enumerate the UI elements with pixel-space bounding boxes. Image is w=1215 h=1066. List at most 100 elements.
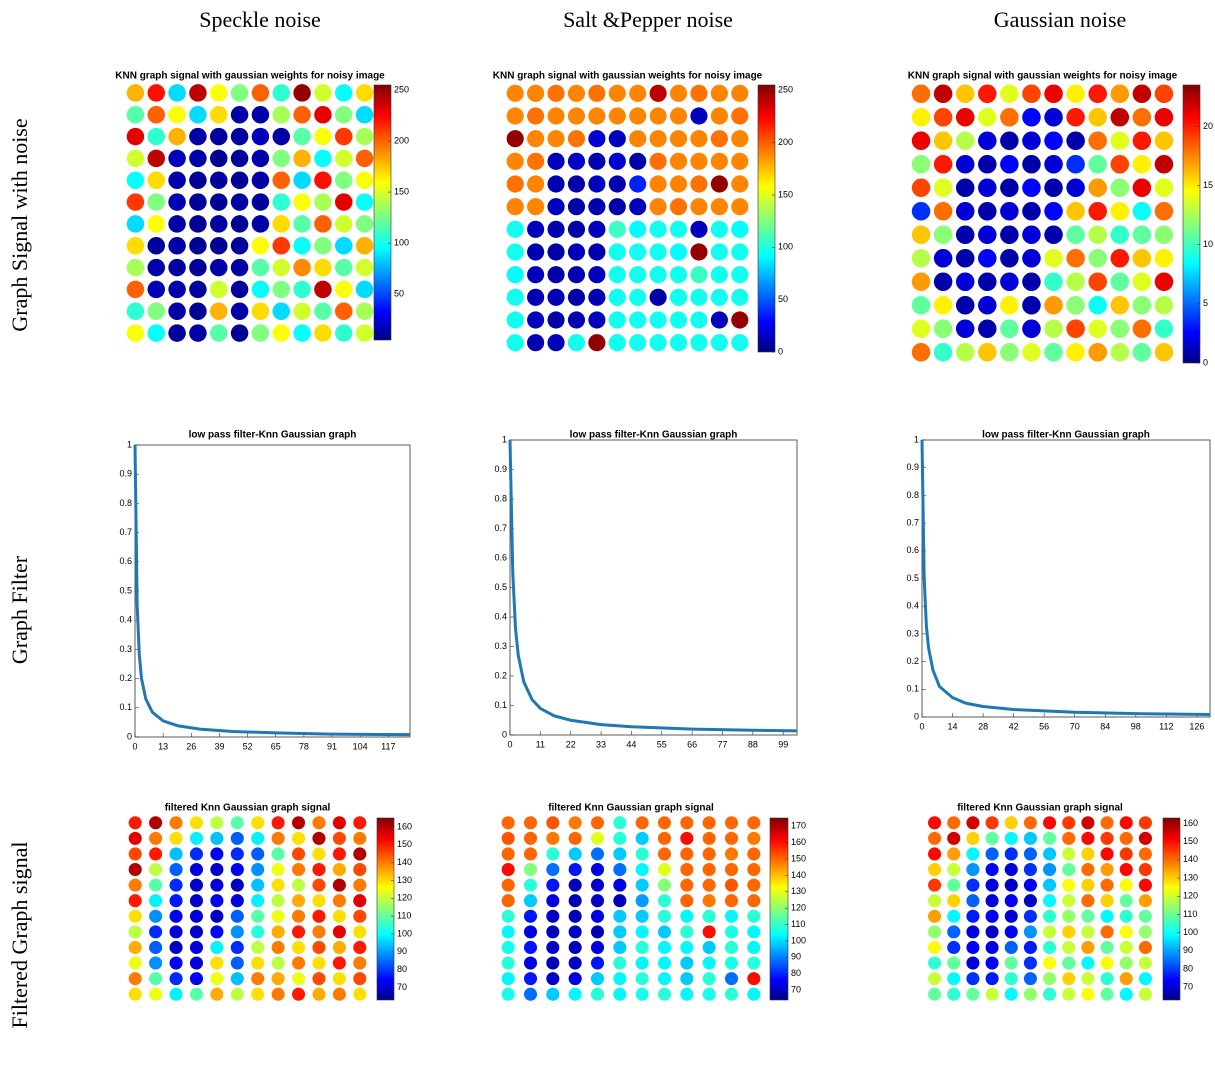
signal-dot: [731, 152, 749, 170]
signal-dot: [126, 84, 145, 102]
signal-dot: [590, 987, 605, 1001]
signal-dot: [978, 342, 997, 362]
signal-dot: [1081, 831, 1095, 845]
signal-dot: [669, 334, 688, 352]
signal-dot: [649, 130, 667, 148]
signal-dot: [1062, 940, 1076, 955]
signal-dot: [546, 862, 560, 877]
signal-dot: [1004, 862, 1018, 877]
signal-dot: [985, 862, 999, 877]
signal-dot: [312, 816, 326, 830]
signal-dot: [506, 152, 524, 170]
signal-dot: [1138, 831, 1152, 845]
signal-dot: [966, 987, 980, 1001]
signal-dot: [724, 925, 739, 939]
signal-dot: [189, 925, 204, 939]
signal-dot: [568, 909, 582, 923]
signal-dot: [1022, 319, 1041, 339]
signal-dot: [1023, 878, 1037, 892]
signal-dot: [168, 258, 186, 277]
signal-dot: [1100, 925, 1114, 939]
signal-dot: [168, 237, 186, 255]
signal-dot: [147, 106, 165, 124]
signal-dot: [293, 106, 311, 124]
colorbar-tick-label: 90: [791, 952, 801, 962]
signal-dot: [966, 862, 980, 877]
signal-dot: [147, 280, 165, 299]
signal-dot: [1110, 319, 1130, 339]
signal-dot: [1119, 831, 1133, 845]
signal-dot: [1066, 295, 1085, 315]
signal-dot: [629, 198, 647, 216]
signal-dot: [128, 956, 142, 970]
signal-dot: [147, 84, 165, 102]
signal-dot: [291, 987, 306, 1001]
signal-dot: [724, 972, 739, 986]
signal-dot: [1081, 894, 1095, 908]
signal-dot: [169, 925, 183, 939]
x-tick-label: 14: [948, 721, 958, 731]
signal-dot: [189, 987, 204, 1001]
signal-dot: [1110, 248, 1130, 268]
signal-dot: [911, 154, 931, 174]
signal-dot: [501, 956, 515, 970]
signal-dot: [1044, 178, 1063, 198]
signal-dot: [335, 280, 353, 299]
signal-dot: [210, 940, 224, 955]
colorbar-tick-label: 90: [1183, 945, 1193, 955]
signal-dot: [353, 972, 367, 986]
signal-dot: [147, 127, 165, 146]
signal-dot: [588, 107, 606, 125]
signal-dot: [731, 311, 749, 329]
colorbar-tick-label: 20: [1203, 121, 1213, 131]
signal-dot: [1043, 925, 1057, 939]
signal-dot: [702, 847, 716, 861]
signal-dot: [501, 878, 515, 892]
signal-dot: [629, 107, 647, 125]
signal-dot: [1062, 972, 1076, 986]
signal-dot: [608, 107, 626, 125]
signal-dot: [1119, 972, 1133, 986]
signal-dot: [293, 237, 311, 255]
colorbar-tick-label: 90: [397, 946, 407, 956]
signal-dot: [978, 201, 997, 221]
signal-dot: [1066, 272, 1085, 292]
signal-dot: [1043, 987, 1057, 1001]
signal-dot: [1062, 831, 1076, 845]
signal-dot: [527, 175, 545, 193]
signal-dot: [147, 149, 165, 168]
signal-dot: [690, 243, 708, 261]
plot-area: [509, 439, 798, 736]
signal-dot: [1000, 248, 1019, 268]
signal-dot: [546, 940, 560, 955]
signal-dot: [1119, 878, 1133, 892]
signal-dot: [747, 925, 761, 939]
signal-dot: [690, 288, 708, 306]
x-tick-label: 98: [1131, 721, 1141, 731]
signal-dot: [147, 215, 165, 233]
signal-dot: [335, 258, 353, 277]
signal-dot: [747, 894, 761, 908]
signal-dot: [527, 107, 545, 125]
signal-dot: [710, 84, 728, 102]
signal-dot: [731, 175, 749, 193]
signal-dot: [291, 925, 306, 939]
y-tick-label: 1: [502, 434, 507, 444]
signal-dot: [928, 940, 942, 955]
signal-dot: [690, 175, 708, 193]
signal-dot: [608, 220, 626, 238]
colorbar-tick-label: 200: [778, 137, 793, 147]
plot-area: [134, 444, 411, 738]
signal-dot: [1022, 295, 1041, 315]
signal-dot: [128, 816, 142, 830]
signal-dot: [506, 198, 524, 216]
y-tick-label: 1: [127, 439, 132, 449]
y-tick-label: 0.6: [494, 552, 507, 562]
signal-dot: [635, 987, 649, 1001]
signal-dot: [126, 237, 145, 255]
signal-dot: [332, 831, 346, 845]
signal-dot: [230, 940, 244, 955]
signal-dot: [189, 324, 207, 342]
signal-dot: [747, 847, 761, 861]
y-tick-label: 0.8: [906, 490, 919, 500]
